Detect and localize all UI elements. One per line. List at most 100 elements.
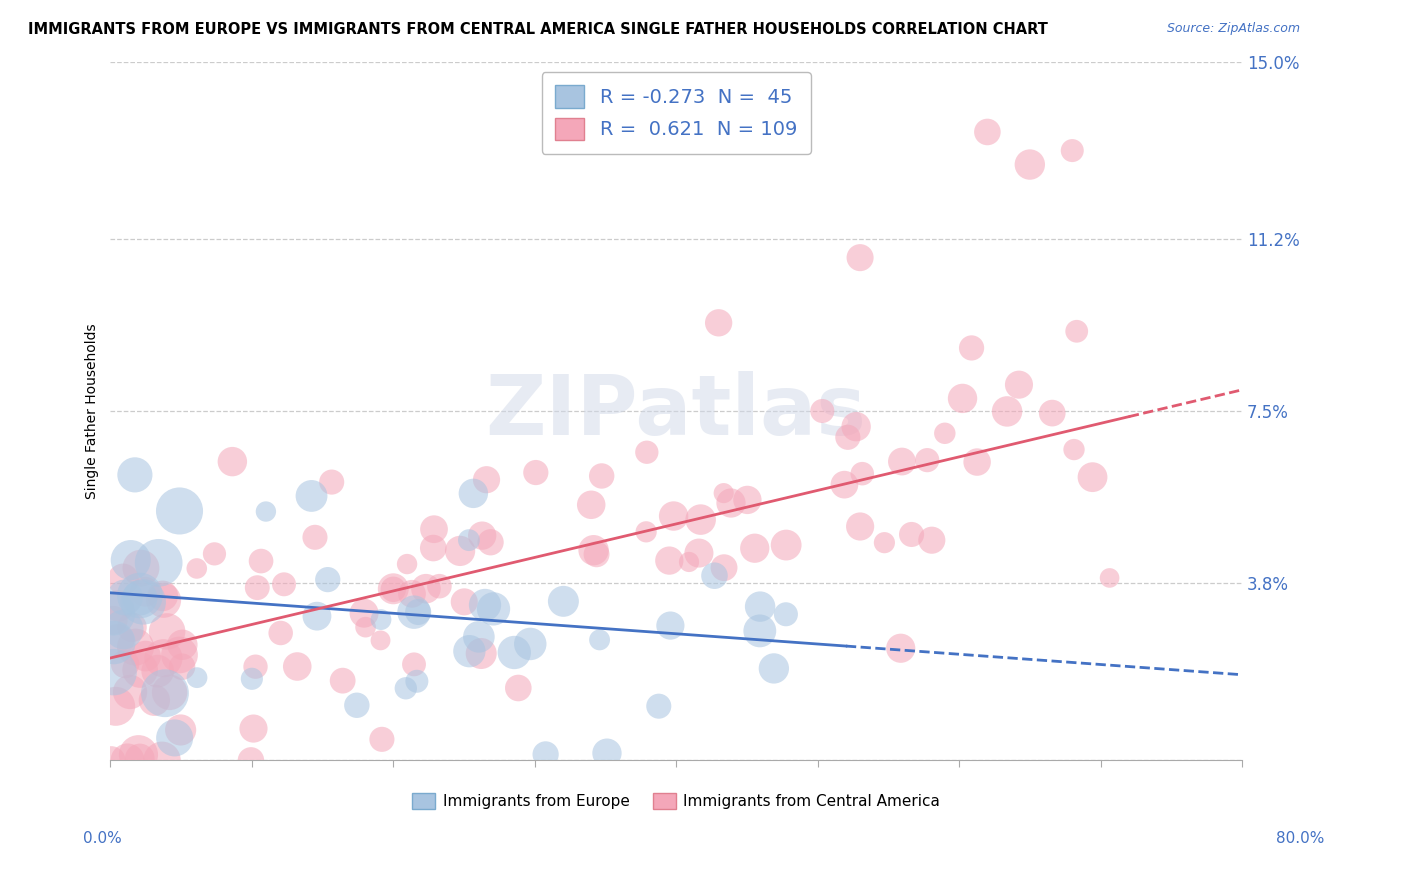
Point [169, 723, 191, 737]
Text: 80.0%: 80.0% [1277, 831, 1324, 846]
Point [301, 489, 323, 503]
Point [707, 316, 730, 330]
Point [346, 698, 368, 713]
Legend: Immigrants from Europe, Immigrants from Central America: Immigrants from Europe, Immigrants from … [406, 788, 946, 815]
Point [406, 605, 429, 619]
Point [370, 613, 392, 627]
Point [107, 633, 129, 648]
Point [470, 647, 492, 661]
Point [524, 466, 547, 480]
Point [976, 125, 998, 139]
Point [479, 535, 502, 549]
Point [463, 486, 485, 500]
Point [273, 577, 295, 591]
Point [475, 473, 498, 487]
Point [124, 640, 146, 654]
Point [748, 624, 770, 638]
Point [396, 557, 419, 571]
Text: 0.0%: 0.0% [83, 831, 122, 846]
Point [737, 492, 759, 507]
Point [169, 504, 191, 518]
Point [519, 637, 541, 651]
Y-axis label: Single Father Households: Single Father Households [86, 324, 100, 500]
Point [239, 753, 262, 767]
Point [254, 504, 277, 518]
Text: Source: ZipAtlas.com: Source: ZipAtlas.com [1167, 22, 1301, 36]
Text: ZIPatlas: ZIPatlas [485, 371, 866, 451]
Point [689, 513, 711, 527]
Point [132, 595, 155, 609]
Point [1018, 157, 1040, 171]
Point [422, 541, 444, 555]
Point [120, 553, 142, 567]
Point [1098, 571, 1121, 585]
Point [156, 624, 179, 639]
Point [395, 681, 418, 696]
Point [129, 561, 152, 575]
Point [143, 693, 166, 707]
Point [159, 685, 181, 699]
Point [152, 651, 174, 665]
Point [960, 341, 983, 355]
Point [995, 404, 1018, 418]
Point [662, 509, 685, 524]
Point [153, 686, 176, 700]
Point [382, 582, 405, 596]
Point [1063, 442, 1085, 457]
Point [849, 251, 872, 265]
Point [720, 496, 742, 510]
Point [150, 753, 173, 767]
Point [103, 665, 125, 680]
Point [588, 632, 610, 647]
Point [104, 699, 127, 714]
Point [596, 746, 619, 760]
Point [353, 606, 375, 620]
Point [636, 524, 658, 539]
Point [934, 426, 956, 441]
Point [658, 553, 681, 567]
Point [688, 546, 710, 560]
Point [952, 392, 974, 406]
Point [117, 753, 139, 767]
Point [107, 599, 129, 613]
Point [636, 445, 658, 459]
Point [370, 633, 392, 648]
Point [152, 593, 174, 607]
Text: IMMIGRANTS FROM EUROPE VS IMMIGRANTS FROM CENTRAL AMERICA SINGLE FATHER HOUSEHOL: IMMIGRANTS FROM EUROPE VS IMMIGRANTS FRO… [28, 22, 1047, 37]
Point [713, 486, 735, 500]
Point [382, 582, 405, 597]
Point [204, 547, 226, 561]
Point [1040, 406, 1063, 420]
Point [429, 579, 451, 593]
Point [332, 673, 354, 688]
Point [749, 599, 772, 614]
Point [146, 664, 169, 678]
Point [851, 467, 873, 481]
Point [553, 594, 575, 608]
Point [423, 522, 446, 536]
Point [221, 455, 243, 469]
Point [112, 572, 135, 586]
Point [474, 598, 496, 612]
Point [148, 556, 170, 570]
Point [449, 544, 471, 558]
Point [305, 609, 328, 624]
Point [458, 644, 481, 658]
Point [591, 469, 613, 483]
Point [135, 649, 157, 664]
Point [186, 561, 208, 575]
Point [128, 751, 150, 765]
Point [250, 554, 273, 568]
Point [129, 589, 152, 603]
Point [482, 602, 505, 616]
Point [849, 519, 872, 533]
Point [659, 618, 682, 632]
Point [103, 635, 125, 649]
Point [458, 533, 481, 548]
Point [1066, 324, 1088, 338]
Point [169, 648, 191, 662]
Point [172, 638, 194, 652]
Point [415, 582, 437, 596]
Point [744, 541, 766, 556]
Point [468, 630, 491, 644]
